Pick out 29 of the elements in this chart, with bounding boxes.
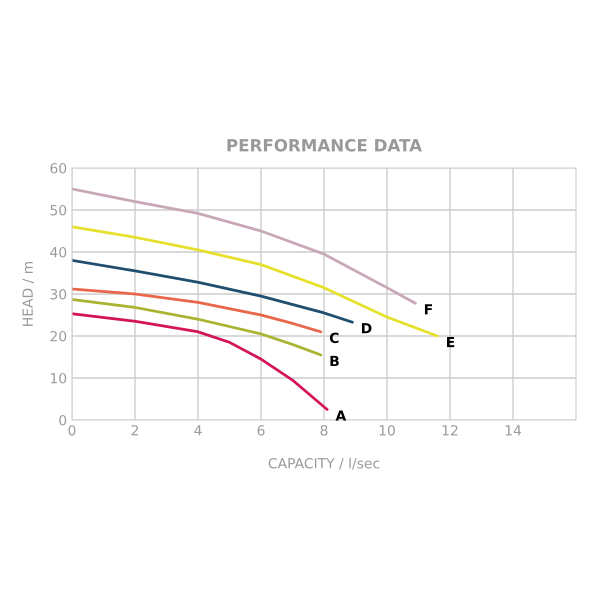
x-tick-label: 6: [258, 425, 265, 436]
y-tick-label: 20: [50, 330, 66, 342]
series-label: F: [424, 304, 432, 314]
x-tick-label: 12: [442, 425, 458, 436]
x-tick-label: 8: [320, 425, 328, 436]
line-series: [72, 312, 329, 411]
series-label: B: [330, 356, 339, 366]
x-tick-label: 10: [380, 425, 395, 436]
y-tick-label: 40: [50, 246, 66, 258]
y-tick-label: 0: [59, 414, 66, 426]
x-tick-label: 2: [132, 425, 138, 436]
y-tick-label: 30: [50, 288, 66, 300]
series-label: D: [362, 323, 372, 334]
line-series: [72, 188, 417, 305]
series-label: C: [330, 332, 338, 344]
y-tick-label: 60: [50, 162, 66, 174]
series-label: E: [447, 336, 454, 348]
x-tick-label: 4: [194, 425, 202, 436]
y-axis-title: HEAD / m: [22, 262, 34, 326]
x-tick-label: 0: [68, 425, 76, 436]
line-series: [72, 288, 322, 334]
line-series: [72, 298, 322, 356]
y-tick-label: 50: [50, 204, 66, 216]
chart-title: PERFORMANCE DATA: [227, 138, 422, 152]
x-axis-title: CAPACITY / l/sec: [268, 458, 380, 470]
line-series: [72, 259, 354, 324]
y-tick-label: 10: [50, 372, 66, 384]
x-tick-label: 14: [506, 425, 522, 436]
series-label: A: [336, 410, 346, 421]
